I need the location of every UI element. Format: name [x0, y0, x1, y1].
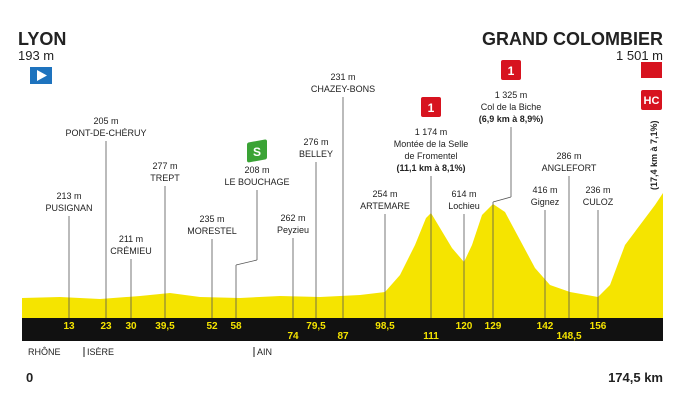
waypoint-name: Peyzieu	[277, 225, 309, 235]
waypoint-name: MORESTEL	[187, 226, 237, 236]
waypoint-alt: 211 m	[119, 234, 143, 244]
climb-badge	[501, 60, 521, 80]
waypoint-name: ARTEMARE	[360, 201, 410, 211]
badge-label: S	[253, 145, 261, 159]
km-label: 39,5	[155, 321, 175, 332]
km-label: 98,5	[375, 321, 395, 332]
waypoint-name: Lochieu	[448, 201, 480, 211]
waypoint-alt: 286 m	[556, 151, 581, 161]
waypoint-name: BELLEY	[299, 149, 333, 159]
region: RHÔNE	[28, 347, 61, 357]
waypoint-alt: 231 m	[330, 72, 355, 82]
profile-area	[22, 193, 663, 318]
start-alt: 193 m	[18, 48, 54, 63]
waypoint-name: LE BOUCHAGE	[224, 177, 289, 187]
km-label: 148,5	[556, 331, 581, 342]
hc-badge	[641, 90, 662, 110]
km-label: 87	[337, 331, 349, 342]
waypoint-alt: 235 m	[199, 214, 224, 224]
start-icon	[37, 70, 47, 81]
finish-alt: 1 501 m	[616, 48, 663, 63]
climb-detail: (11,1 km à 8,1%)	[396, 163, 465, 173]
waypoint-name: Gignez	[531, 197, 560, 207]
waypoint-alt: 205 m	[93, 116, 118, 126]
finish-name: GRAND COLOMBIER	[482, 29, 663, 49]
waypoint-name: PONT-DE-CHÉRUY	[65, 128, 146, 138]
waypoint-alt: 1 325 m	[495, 90, 528, 100]
km-label: 52	[206, 321, 218, 332]
marker-line	[235, 259, 258, 266]
waypoint-name: TREPT	[150, 173, 180, 183]
start-name: LYON	[18, 29, 66, 49]
waypoint-name: de Fromentel	[404, 151, 457, 161]
waypoint-alt: 213 m	[56, 191, 81, 201]
distance-end: 174,5 km	[608, 370, 663, 385]
waypoint-name: PUSIGNAN	[45, 203, 92, 213]
waypoint-alt: 614 m	[451, 189, 476, 199]
km-label: 120	[456, 321, 473, 332]
waypoint-name: CULOZ	[583, 197, 614, 207]
finish-flag	[641, 62, 662, 78]
waypoint-name: ANGLEFORT	[542, 163, 597, 173]
region: ISÈRE	[87, 347, 114, 357]
waypoint-alt: 208 m	[244, 165, 269, 175]
waypoint-name: Montée de la Selle	[394, 139, 469, 149]
km-label: 13	[63, 321, 75, 332]
km-label: 79,5	[306, 321, 326, 332]
km-label: 23	[100, 321, 112, 332]
km-label: 30	[125, 321, 137, 332]
km-label: 142	[537, 321, 554, 332]
km-label: 156	[590, 321, 607, 332]
climb-badge	[247, 139, 267, 163]
distance-bar	[22, 318, 663, 341]
waypoint-alt: 276 m	[303, 137, 328, 147]
distance-start: 0	[26, 370, 33, 385]
waypoint-name: Col de la Biche	[481, 102, 542, 112]
hc-label: HC	[644, 95, 660, 107]
region: AIN	[257, 347, 272, 357]
marker-line	[492, 196, 512, 203]
climb-badge	[421, 97, 441, 117]
waypoint-alt: 262 m	[280, 213, 305, 223]
waypoint-alt: 254 m	[372, 189, 397, 199]
finish-climb-detail: (17,4 km à 7,1%)	[649, 120, 659, 190]
waypoint-name: CHAZEY-BONS	[311, 84, 375, 94]
km-label: 58	[230, 321, 242, 332]
waypoint-name: CRÉMIEU	[110, 246, 152, 256]
km-label: 129	[485, 321, 502, 332]
badge-label: 1	[508, 64, 515, 78]
waypoint-alt: 1 174 m	[415, 127, 448, 137]
climb-detail: (6,9 km à 8,9%)	[479, 114, 544, 124]
km-label: 111	[423, 331, 439, 342]
badge-label: 1	[428, 101, 435, 115]
waypoint-alt: 236 m	[585, 185, 610, 195]
waypoint-alt: 277 m	[152, 161, 177, 171]
waypoint-alt: 416 m	[532, 185, 557, 195]
km-label: 74	[287, 331, 299, 342]
